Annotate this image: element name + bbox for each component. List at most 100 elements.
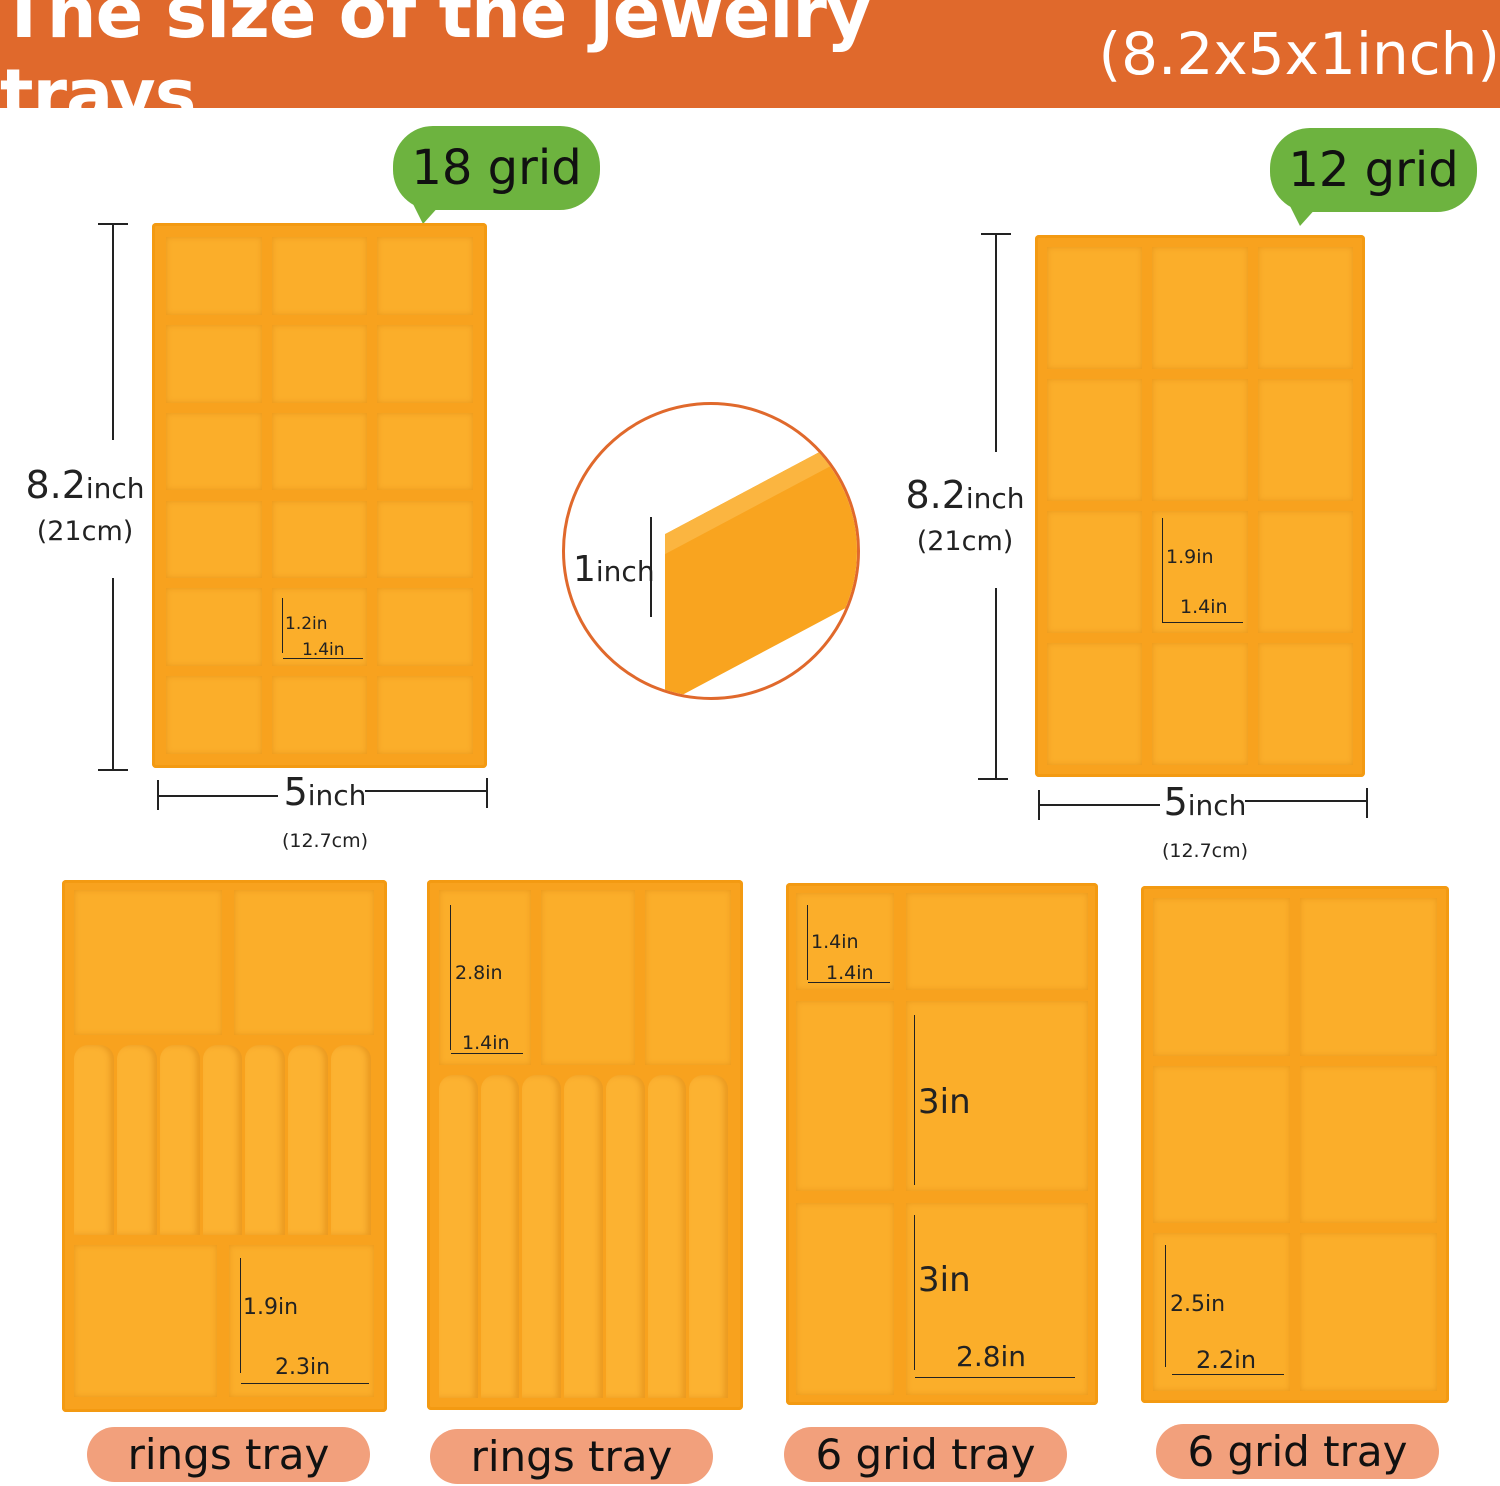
- compartment: [166, 324, 262, 403]
- dimension-line: [1040, 804, 1160, 806]
- dimension-line: [112, 578, 114, 770]
- compartment: [377, 676, 473, 754]
- measure-arrow: [1165, 1245, 1166, 1367]
- compartment: [1152, 379, 1248, 501]
- measure-arrow: [1162, 518, 1163, 623]
- measure-arrow: [241, 1383, 369, 1384]
- compartment: [271, 412, 368, 491]
- compartment: [796, 893, 894, 990]
- badge-text: 18 grid: [411, 140, 582, 196]
- badge-text: 12 grid: [1288, 142, 1459, 198]
- cell-width-label: 1.4in: [1180, 596, 1228, 618]
- compartment: [271, 500, 368, 579]
- tick: [1366, 788, 1368, 818]
- compartment: [74, 890, 222, 1035]
- compartment: [1152, 247, 1248, 369]
- compartment: [271, 588, 368, 667]
- measure-arrow: [283, 658, 363, 659]
- tray-corner-image: [665, 405, 857, 697]
- ring-slot: [480, 1075, 520, 1398]
- compartment: [166, 500, 262, 579]
- compartment: [234, 890, 374, 1035]
- title-dimensions: (8.2x5x1inch): [1098, 20, 1500, 88]
- ring-slot: [74, 1045, 114, 1235]
- measure-arrow: [1163, 622, 1243, 623]
- compartment: [1153, 1065, 1290, 1224]
- title: The size of the jewelry trays: [0, 0, 871, 136]
- tick: [978, 778, 1008, 780]
- dim-label: 1.4in: [811, 931, 859, 953]
- compartment: [271, 324, 368, 403]
- compartment: [1257, 247, 1353, 369]
- tick: [981, 233, 1011, 235]
- compartment: [166, 676, 262, 754]
- compartment: [377, 324, 473, 403]
- height-label: 8.2inch (21cm): [25, 463, 145, 547]
- measure-arrow: [451, 1053, 523, 1054]
- cell-height-label: 1.9in: [1166, 546, 1214, 568]
- label-6-grid-tray: 6 grid tray: [784, 1427, 1067, 1482]
- ring-slot: [522, 1075, 562, 1398]
- dim-label: 2.8in: [455, 962, 503, 984]
- ring-slot: [564, 1075, 603, 1398]
- six-grid-tray-2: [1141, 886, 1449, 1403]
- compartment: [1300, 898, 1437, 1056]
- width-label: 5inch (12.7cm): [281, 770, 369, 852]
- label-6-grid-tray: 6 grid tray: [1156, 1424, 1439, 1479]
- dimension-line: [112, 224, 114, 440]
- badge-12-grid: 12 grid: [1270, 128, 1477, 226]
- ring-slot: [288, 1045, 329, 1235]
- ring-slot: [202, 1045, 243, 1235]
- compartment: [1257, 511, 1353, 633]
- compartment: [1257, 379, 1353, 501]
- compartment: [166, 412, 262, 491]
- dim-label: 2.8in: [956, 1340, 1027, 1373]
- ring-slot: [605, 1075, 645, 1398]
- tick: [98, 769, 128, 771]
- compartment: [377, 412, 473, 491]
- tick: [486, 778, 488, 808]
- measure-arrow: [914, 1215, 915, 1370]
- compartment: [271, 676, 368, 754]
- tick: [157, 780, 159, 810]
- dimension-line: [365, 790, 487, 792]
- compartment: [1047, 643, 1143, 765]
- dim-label: 1.9in: [243, 1295, 299, 1320]
- tray-18-grid: [152, 223, 487, 768]
- compartment: [1300, 1065, 1437, 1224]
- compartment: [645, 890, 731, 1065]
- compartment: [1152, 511, 1248, 633]
- cell-height-label: 1.2in: [285, 614, 328, 634]
- dimension-line: [1245, 800, 1367, 802]
- depth-detail-circle: 1inch: [562, 402, 860, 700]
- compartment: [906, 893, 1088, 990]
- measure-arrow: [914, 1015, 915, 1185]
- compartment: [1300, 1233, 1437, 1391]
- ring-slot: [159, 1045, 200, 1235]
- compartment: [1047, 379, 1143, 501]
- ring-slot: [647, 1075, 687, 1398]
- dim-label: 1.4in: [462, 1032, 510, 1054]
- compartment: [541, 890, 635, 1065]
- rings-tray-2: [427, 880, 743, 1410]
- tick: [1038, 790, 1040, 820]
- width-label: 5inch (12.7cm): [1161, 780, 1249, 862]
- measure-arrow: [1172, 1374, 1284, 1375]
- dim-label: 2.3in: [275, 1355, 331, 1380]
- measure-arrow: [240, 1258, 241, 1373]
- tick: [98, 223, 128, 225]
- dim-label: 2.5in: [1170, 1292, 1226, 1317]
- dimension-line: [995, 588, 997, 778]
- compartment: [229, 1245, 374, 1397]
- height-label: 8.2inch (21cm): [905, 473, 1025, 557]
- ring-slot: [689, 1075, 728, 1398]
- compartment: [796, 1203, 894, 1395]
- compartment: [1257, 643, 1353, 765]
- ring-slot: [245, 1045, 286, 1235]
- compartment: [1153, 898, 1290, 1056]
- compartment: [1152, 643, 1248, 765]
- depth-label: 1inch: [573, 549, 655, 590]
- measure-arrow: [450, 905, 451, 1050]
- compartment: [377, 588, 473, 667]
- compartment: [906, 1203, 1088, 1395]
